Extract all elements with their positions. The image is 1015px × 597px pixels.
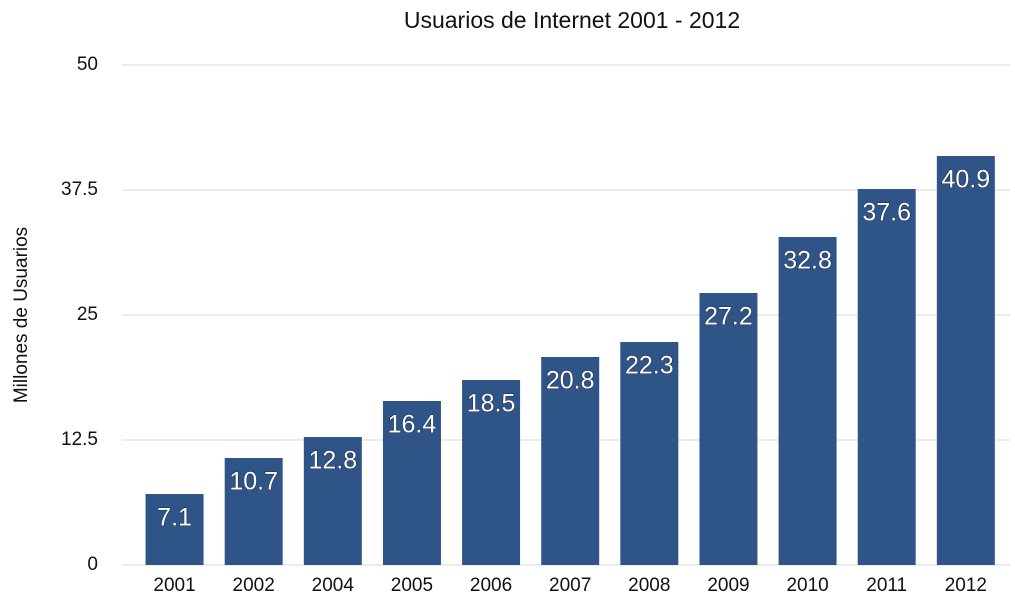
y-tick-label: 50 bbox=[77, 54, 98, 75]
data-label: 7.1 bbox=[157, 504, 192, 532]
y-tick-label: 12.5 bbox=[61, 429, 98, 450]
bar bbox=[462, 380, 521, 565]
data-label: 16.4 bbox=[388, 411, 437, 439]
data-label: 20.8 bbox=[546, 367, 595, 395]
chart-title: Usuarios de Internet 2001 - 2012 bbox=[404, 7, 740, 33]
data-label: 40.9 bbox=[942, 166, 991, 194]
data-label: 22.3 bbox=[625, 352, 674, 380]
bar bbox=[857, 189, 916, 565]
data-label: 27.2 bbox=[704, 303, 753, 331]
x-tick-label: 2002 bbox=[233, 575, 275, 596]
y-tick-label: 37.5 bbox=[61, 179, 98, 200]
y-tick-label: 25 bbox=[77, 304, 98, 325]
x-tick-label: 2009 bbox=[707, 575, 749, 596]
bar bbox=[382, 401, 441, 565]
x-tick-label: 2007 bbox=[549, 575, 591, 596]
x-tick-label: 2005 bbox=[391, 575, 433, 596]
data-label: 37.6 bbox=[862, 199, 911, 227]
bar bbox=[541, 357, 600, 565]
x-tick-label: 2006 bbox=[470, 575, 512, 596]
bar bbox=[620, 342, 679, 565]
x-tick-label: 2012 bbox=[945, 575, 987, 596]
x-tick-label: 2008 bbox=[628, 575, 670, 596]
bar bbox=[699, 293, 758, 565]
y-axis-label: Millones de Usuarios bbox=[11, 227, 32, 403]
x-tick-label: 2001 bbox=[153, 575, 195, 596]
bar bbox=[936, 156, 995, 565]
data-label: 12.8 bbox=[308, 447, 357, 475]
data-label: 18.5 bbox=[467, 390, 516, 418]
bar bbox=[778, 237, 837, 565]
x-tick-label: 2011 bbox=[866, 575, 907, 596]
y-tick-label: 0 bbox=[87, 554, 98, 575]
bar bbox=[224, 458, 283, 565]
x-tick-label: 2010 bbox=[786, 575, 828, 596]
data-label: 10.7 bbox=[229, 468, 278, 496]
bar bbox=[145, 494, 204, 565]
data-label: 32.8 bbox=[783, 247, 832, 275]
bar bbox=[303, 437, 362, 565]
x-tick-label: 2004 bbox=[312, 575, 355, 596]
